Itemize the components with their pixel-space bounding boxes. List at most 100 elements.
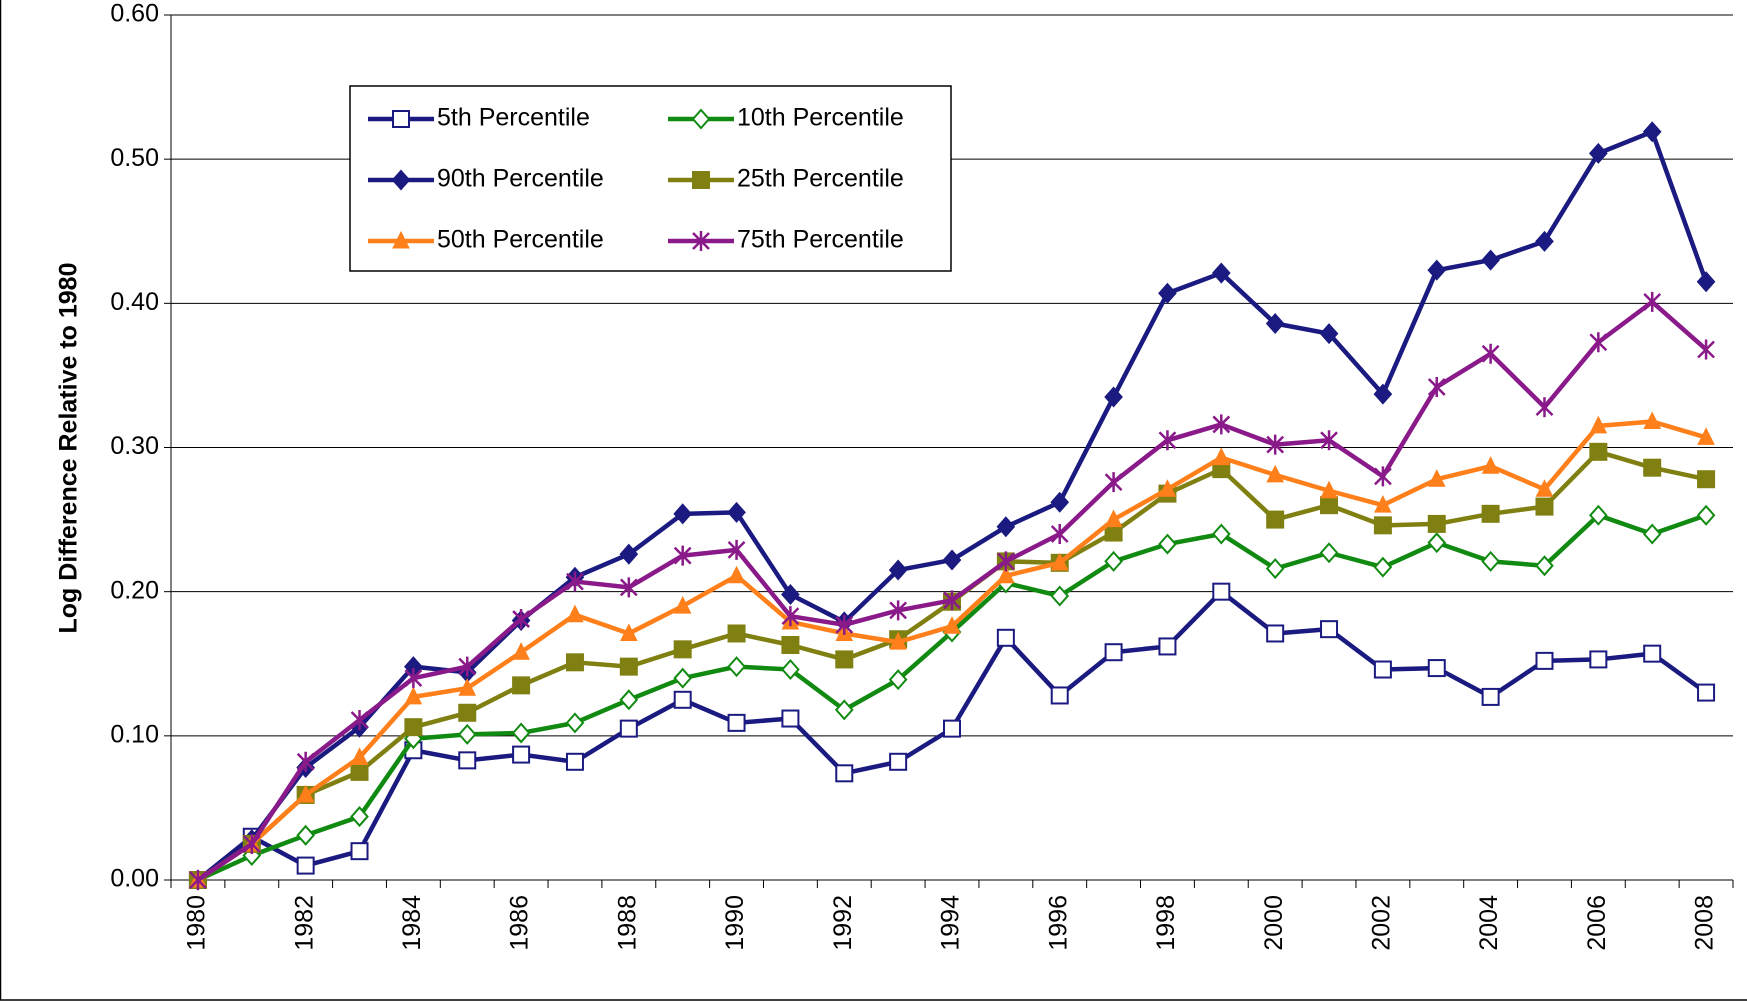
marker bbox=[1374, 466, 1392, 487]
marker bbox=[691, 108, 711, 130]
y-tick-label: 0.20 bbox=[110, 576, 159, 604]
marker bbox=[350, 762, 369, 781]
marker bbox=[1050, 585, 1070, 607]
marker bbox=[1589, 415, 1608, 434]
marker bbox=[242, 833, 261, 854]
marker bbox=[673, 667, 693, 689]
marker bbox=[1158, 430, 1177, 451]
marker bbox=[1373, 383, 1393, 405]
marker bbox=[1535, 397, 1554, 418]
marker bbox=[1535, 497, 1554, 516]
marker bbox=[1319, 323, 1339, 345]
marker bbox=[619, 689, 639, 711]
marker bbox=[1696, 504, 1716, 526]
marker bbox=[1535, 651, 1554, 670]
marker bbox=[996, 516, 1016, 538]
x-tick-label: 1996 bbox=[1044, 895, 1072, 951]
marker bbox=[1320, 496, 1339, 515]
y-tick-label: 0.60 bbox=[110, 0, 159, 28]
marker bbox=[1589, 332, 1608, 353]
marker bbox=[781, 606, 800, 627]
marker bbox=[404, 686, 423, 705]
y-tick-label: 0.00 bbox=[110, 865, 159, 893]
marker bbox=[1481, 550, 1500, 572]
marker bbox=[350, 747, 369, 765]
marker bbox=[1319, 542, 1339, 564]
marker bbox=[889, 600, 908, 621]
marker bbox=[1212, 414, 1231, 435]
marker bbox=[781, 584, 800, 606]
marker bbox=[1535, 230, 1554, 252]
marker bbox=[1265, 558, 1285, 580]
marker bbox=[997, 565, 1015, 584]
marker bbox=[835, 614, 854, 635]
marker bbox=[1212, 582, 1231, 601]
marker bbox=[296, 784, 315, 803]
marker bbox=[1211, 523, 1231, 545]
x-tick-label: 1980 bbox=[183, 895, 211, 951]
marker bbox=[566, 604, 584, 623]
marker bbox=[619, 657, 638, 676]
marker bbox=[1589, 442, 1608, 461]
marker bbox=[781, 659, 800, 681]
marker bbox=[458, 656, 477, 677]
y-tick-label: 0.50 bbox=[110, 144, 159, 172]
marker bbox=[350, 806, 369, 828]
marker bbox=[1373, 660, 1392, 679]
marker bbox=[404, 668, 423, 689]
marker bbox=[512, 609, 530, 630]
x-tick-label: 1982 bbox=[290, 895, 318, 951]
marker bbox=[1427, 259, 1447, 281]
marker bbox=[1050, 552, 1069, 571]
marker bbox=[565, 712, 585, 734]
marker bbox=[692, 231, 710, 251]
marker bbox=[350, 842, 369, 861]
marker bbox=[1050, 524, 1069, 544]
marker bbox=[1158, 533, 1177, 555]
marker bbox=[1427, 376, 1446, 397]
marker bbox=[1589, 504, 1608, 526]
legend-label: 25th Percentile bbox=[737, 165, 904, 193]
marker bbox=[1373, 556, 1393, 578]
legend-label: 10th Percentile bbox=[737, 104, 904, 132]
marker bbox=[673, 690, 692, 709]
x-tick-label: 1990 bbox=[721, 895, 749, 951]
marker bbox=[566, 571, 584, 592]
marker bbox=[1535, 555, 1554, 577]
marker bbox=[296, 751, 315, 772]
marker bbox=[296, 856, 315, 875]
marker bbox=[781, 709, 800, 728]
x-tick-label: 1992 bbox=[829, 895, 857, 951]
marker bbox=[1266, 624, 1285, 643]
marker bbox=[1642, 523, 1662, 545]
marker bbox=[1320, 620, 1339, 639]
x-tick-label: 2008 bbox=[1691, 895, 1719, 951]
marker bbox=[1266, 464, 1284, 483]
marker bbox=[1427, 469, 1446, 487]
marker bbox=[673, 545, 692, 566]
marker bbox=[1158, 282, 1177, 304]
marker bbox=[1535, 479, 1554, 497]
marker bbox=[512, 745, 531, 764]
y-tick-label: 0.10 bbox=[110, 720, 159, 748]
marker bbox=[392, 230, 410, 249]
marker bbox=[404, 718, 423, 737]
legend-label: 5th Percentile bbox=[437, 104, 590, 132]
marker bbox=[1643, 644, 1662, 663]
marker bbox=[942, 549, 962, 571]
marker bbox=[1050, 686, 1069, 705]
x-tick-label: 1994 bbox=[937, 895, 965, 951]
marker bbox=[1266, 434, 1285, 455]
marker bbox=[727, 624, 746, 643]
marker bbox=[727, 565, 746, 584]
marker bbox=[1642, 121, 1662, 143]
marker bbox=[457, 723, 477, 745]
marker bbox=[189, 870, 207, 890]
marker bbox=[1266, 510, 1285, 529]
marker bbox=[1158, 637, 1177, 656]
marker bbox=[512, 676, 531, 695]
marker bbox=[511, 722, 531, 744]
marker bbox=[1589, 650, 1608, 669]
marker bbox=[296, 824, 315, 846]
legend-label: 90th Percentile bbox=[437, 165, 604, 193]
